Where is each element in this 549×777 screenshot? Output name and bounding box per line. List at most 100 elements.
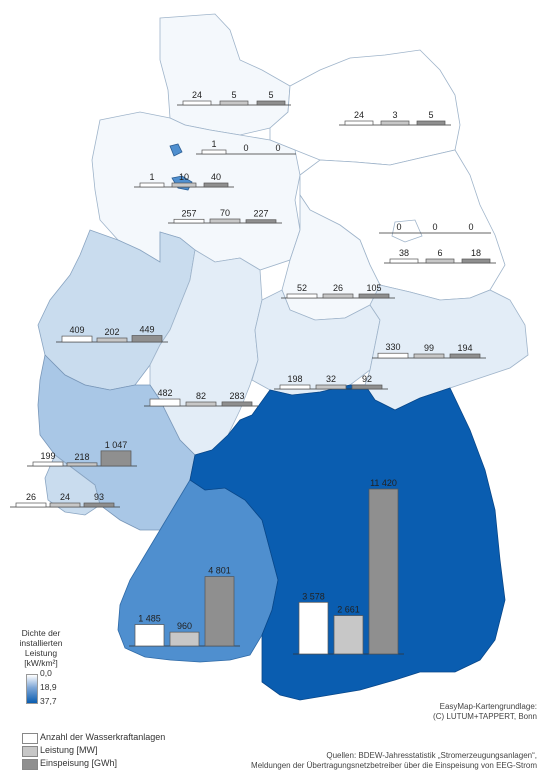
bar-value-label: 199 (40, 451, 55, 461)
bar-value-label: 93 (94, 492, 104, 502)
bar-value-label: 2 661 (337, 605, 360, 615)
bar (83, 502, 115, 508)
bar-value-label: 26 (26, 492, 36, 502)
bar-value-label: 10 (179, 172, 189, 182)
bar-value-label: 283 (229, 391, 244, 401)
bar-value-label: 198 (287, 374, 302, 384)
bar-value-label: 5 (231, 90, 236, 100)
scale-min: 0,0 (40, 668, 52, 678)
bar (449, 353, 481, 359)
bar-value-label: 5 (428, 110, 433, 120)
bar (139, 182, 165, 188)
legend-label-power: Leistung [MW] (40, 745, 98, 755)
bar (100, 450, 132, 467)
bar-value-label: 92 (362, 374, 372, 384)
bar (256, 100, 286, 106)
bar-value-label: 0 (275, 143, 280, 153)
bar (279, 384, 311, 390)
bar-value-label: 1 (149, 172, 154, 182)
bar-value-label: 24 (192, 90, 202, 100)
bar-value-label: 960 (177, 621, 192, 631)
bar (461, 258, 491, 264)
legend-label-feed: Einspeisung [GWh] (40, 758, 118, 768)
bar (203, 182, 229, 188)
source-line2: Meldungen der Übertragungsnetzbetreiber … (251, 761, 537, 770)
bar (96, 337, 128, 343)
bar-value-label: 0 (243, 143, 248, 153)
bar (61, 335, 93, 343)
bar (15, 502, 47, 508)
legend-label-count: Anzahl der Wasserkraftanlagen (40, 732, 166, 742)
bar (368, 488, 399, 655)
bar (221, 401, 253, 407)
bar-value-label: 24 (60, 492, 70, 502)
bar-value-label: 0 (396, 222, 401, 232)
bar (298, 601, 329, 655)
bar (185, 401, 217, 407)
density-scale-bar (26, 674, 38, 704)
bar (286, 293, 318, 299)
state-saarland (44, 454, 101, 516)
bar (358, 293, 390, 299)
bar (182, 100, 212, 106)
bar-value-label: 449 (139, 325, 154, 335)
bar (49, 502, 81, 508)
bar-value-label: 40 (211, 172, 221, 182)
bar-value-label: 0 (468, 222, 473, 232)
bar-value-label: 5 (268, 90, 273, 100)
bar-value-label: 218 (74, 452, 89, 462)
bar (219, 100, 249, 106)
bar-value-label: 194 (457, 343, 472, 353)
bar-value-label: 38 (399, 248, 409, 258)
density-legend-title: Dichte der installierten Leistung [kW/km… (19, 628, 63, 668)
bar (425, 258, 455, 264)
bar-value-label: 202 (104, 327, 119, 337)
bar-value-label: 82 (196, 391, 206, 401)
bar-value-label: 99 (424, 343, 434, 353)
bar-value-label: 1 (211, 139, 216, 149)
state-schleswig-holstein (159, 13, 291, 136)
bar (380, 120, 410, 126)
scale-mid: 18,9 (40, 682, 57, 692)
bar-value-label: 330 (385, 342, 400, 352)
bar-value-label: 482 (157, 388, 172, 398)
bar-value-label: 24 (354, 110, 364, 120)
bar (134, 624, 165, 647)
bar-value-label: 257 (181, 208, 196, 218)
bar-value-label: 32 (326, 374, 336, 384)
bar (389, 258, 419, 264)
bar-value-label: 11 420 (370, 478, 397, 488)
bar (32, 461, 64, 467)
bar (413, 353, 445, 359)
bar (351, 384, 383, 390)
bar (344, 120, 374, 126)
legend-swatch-power (22, 746, 38, 757)
bar-value-label: 1 047 (105, 440, 128, 450)
bar-value-label: 18 (471, 248, 481, 258)
legend-swatch-count (22, 733, 38, 744)
state-mecklenburg-vorpommern (269, 49, 461, 166)
state-hamburg (169, 143, 183, 157)
state-sachsen (364, 284, 529, 411)
bar-value-label: 227 (253, 209, 268, 219)
bar-value-label: 1 485 (138, 614, 161, 624)
bar (204, 576, 235, 647)
bar (377, 352, 409, 359)
bar-value-label: 3 578 (302, 591, 325, 601)
state-berlin (391, 219, 423, 243)
bar (209, 218, 241, 224)
bar-value-label: 6 (437, 248, 442, 258)
source-line1: Quellen: BDEW-Jahresstatistik „Stromerze… (326, 751, 537, 760)
map-credit-line2: (C) LUTUM+TAPPERT, Bonn (433, 712, 537, 721)
bar (315, 384, 347, 390)
bar (201, 149, 227, 155)
bar-value-label: 3 (392, 110, 397, 120)
bar (416, 120, 446, 126)
bar-value-label: 105 (366, 283, 381, 293)
bar (171, 182, 197, 188)
bar (245, 219, 277, 224)
bar-value-label: 0 (432, 222, 437, 232)
bar-value-label: 26 (333, 283, 343, 293)
